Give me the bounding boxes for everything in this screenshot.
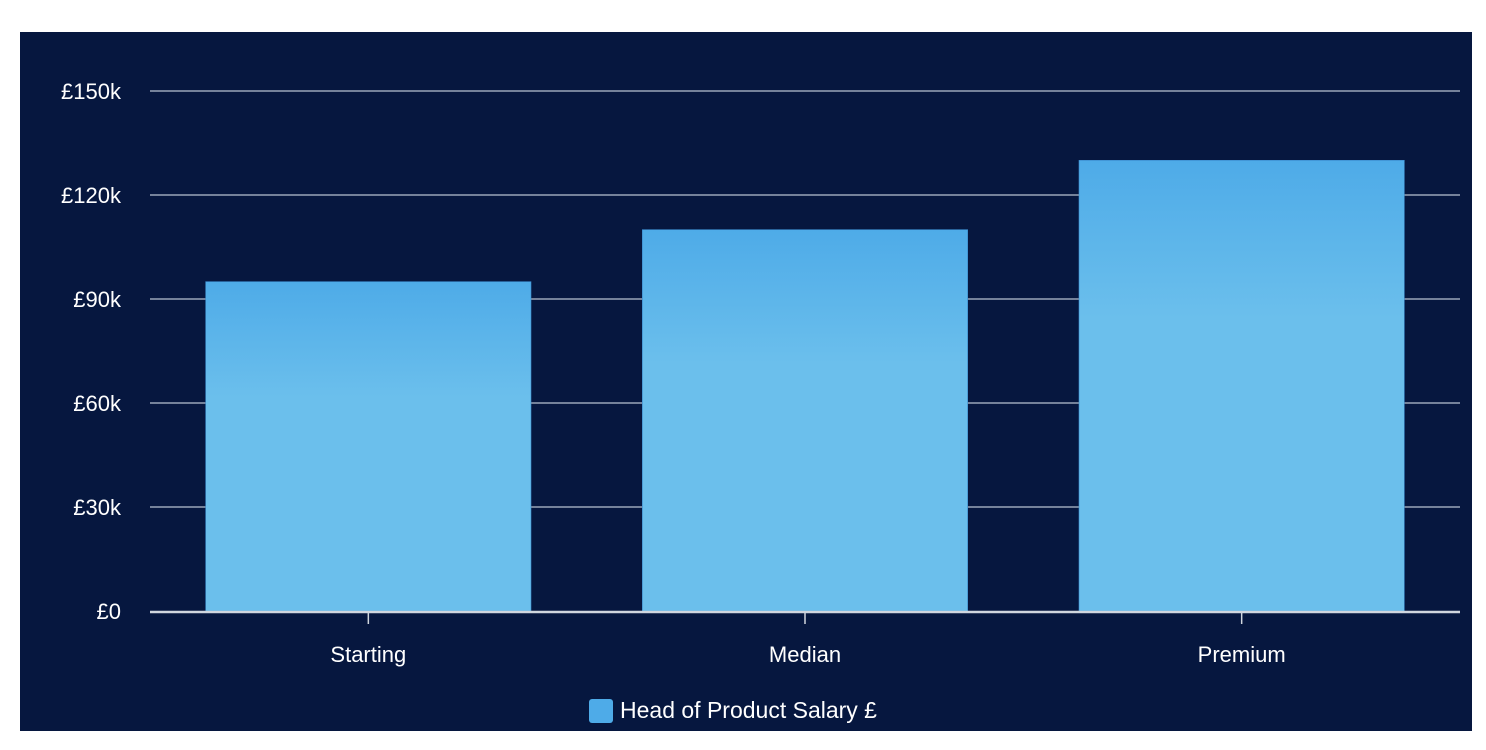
bars (205, 160, 1405, 612)
y-tick-label: £150k (61, 79, 122, 104)
y-tick-label: £90k (73, 287, 122, 312)
y-tick-label: £120k (61, 183, 122, 208)
bar-starting[interactable] (205, 281, 532, 612)
x-tick-label: Starting (330, 642, 406, 667)
x-axis (150, 610, 1460, 624)
legend-swatch (589, 698, 613, 723)
y-tick-label: £0 (97, 599, 121, 624)
y-axis-labels: £0 £30k £60k £90k £120k £150k (61, 79, 122, 624)
y-tick-label: £30k (73, 495, 122, 520)
bar-premium[interactable] (1078, 160, 1405, 612)
x-tick-label: Premium (1198, 642, 1286, 667)
bar-median[interactable] (642, 229, 968, 612)
y-tick-label: £60k (73, 391, 122, 416)
legend[interactable]: Head of Product Salary £ (589, 697, 877, 724)
x-axis-labels: Starting Median Premium (330, 642, 1285, 667)
x-tick-label: Median (769, 642, 841, 667)
legend-label: Head of Product Salary £ (620, 697, 877, 723)
